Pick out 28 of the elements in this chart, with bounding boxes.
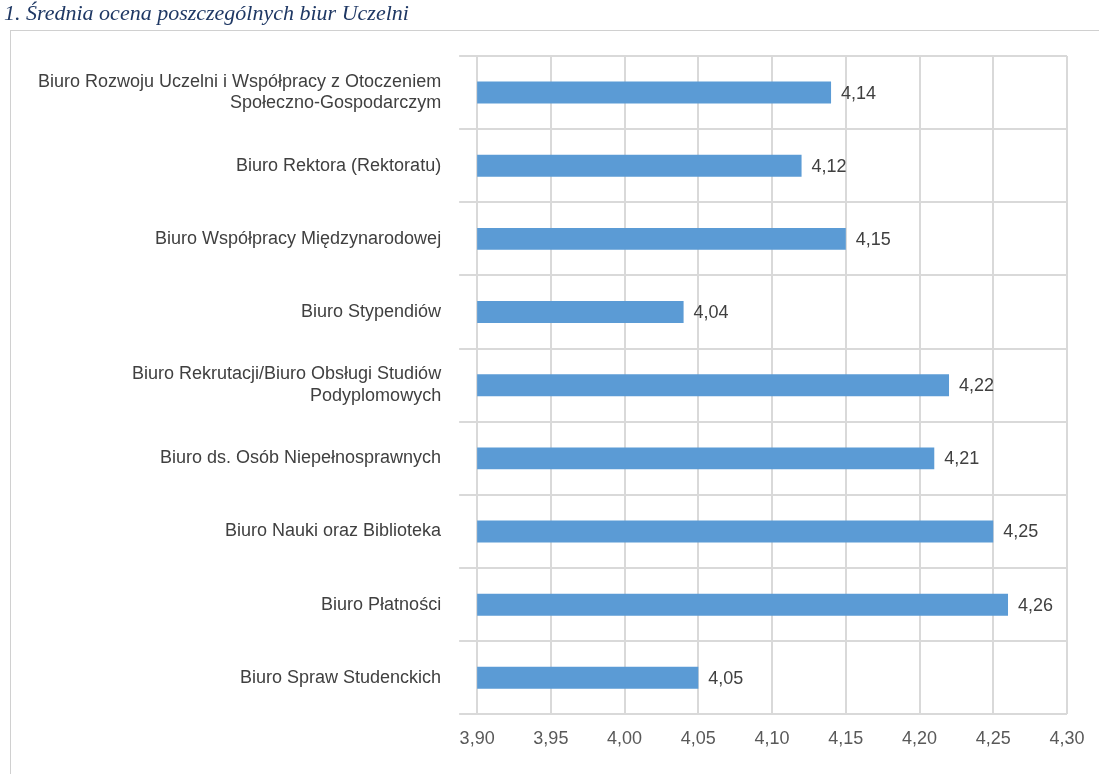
data-label: 4,21 xyxy=(944,448,980,469)
data-label: 4,15 xyxy=(855,228,891,249)
x-tick-label: 4,15 xyxy=(828,728,864,749)
x-tick-label: 4,00 xyxy=(607,728,643,749)
x-tick-label: 4,25 xyxy=(975,728,1011,749)
data-label: 4,22 xyxy=(959,375,995,396)
y-tick-label: Biuro Płatności xyxy=(321,593,442,614)
x-tick-label: 4,20 xyxy=(902,728,938,749)
data-label: 4,05 xyxy=(708,667,744,688)
x-tick-label: 4,30 xyxy=(1049,728,1085,749)
y-tick-label: Biuro Stypendiów xyxy=(301,301,443,322)
data-label: 4,14 xyxy=(841,82,877,103)
x-tick-label: 3,90 xyxy=(459,728,495,749)
y-tick-label: Biuro Spraw Studenckich xyxy=(240,666,442,687)
data-label: 4,25 xyxy=(1003,521,1039,542)
y-tick-label: Biuro Współpracy Międzynarodowej xyxy=(155,227,442,248)
y-tick-label: Biuro Nauki oraz Biblioteka xyxy=(225,520,443,541)
data-label: 4,04 xyxy=(693,302,729,323)
y-tick-label: Biuro Rekrutacji/Biuro Obsługi Studiów Podyplomowych xyxy=(132,363,443,405)
data-label: 4,26 xyxy=(1018,594,1054,615)
x-tick-label: 3,95 xyxy=(533,728,569,749)
y-tick-label: Biuro ds. Osób Niepełnosprawnych xyxy=(159,447,442,468)
data-label: 4,12 xyxy=(811,155,847,176)
x-tick-label: 4,05 xyxy=(680,728,716,749)
text: 1. Średnia ocena poszczególnych biur Uczelni xyxy=(4,0,409,26)
x-tick-label: 4,10 xyxy=(754,728,790,749)
y-tick-label: Biuro Rektora (Rektoratu) xyxy=(236,154,442,175)
y-tick-label: Biuro Rozwoju Uczelni i Współpracy z Otoczeniem Społeczno-Gospodarczym xyxy=(38,70,442,113)
